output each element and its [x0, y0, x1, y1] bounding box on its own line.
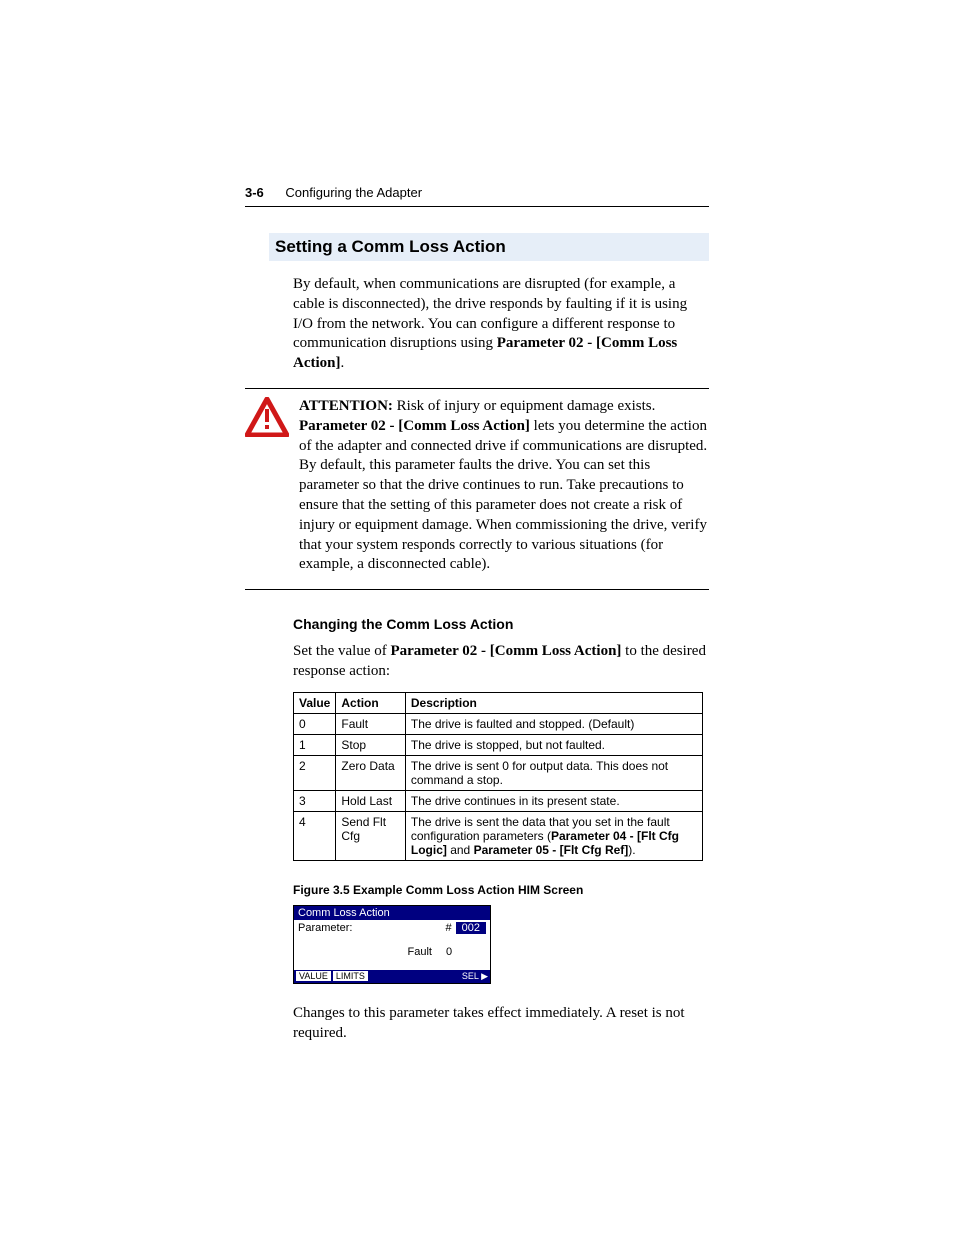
cell-action: Fault	[336, 713, 406, 734]
col-value: Value	[294, 692, 336, 713]
running-header: 3-6 Configuring the Adapter	[245, 185, 709, 207]
set-param-ref: Parameter 02 - [Comm Loss Action]	[390, 643, 621, 659]
attention-rule-top	[245, 388, 709, 389]
attention-param-ref: Parameter 02 - [Comm Loss Action]	[299, 418, 530, 434]
cell-value: 0	[294, 713, 336, 734]
table-header-row: Value Action Description	[294, 692, 703, 713]
comm-loss-table: Value Action Description 0 Fault The dri…	[293, 692, 703, 861]
table-row: 2 Zero Data The drive is sent 0 for outp…	[294, 755, 703, 790]
him-param-number: 002	[456, 922, 486, 934]
closing-paragraph: Changes to this parameter takes effect i…	[293, 1004, 709, 1044]
him-tabs: VALUELIMITS	[296, 971, 370, 982]
section-heading: Setting a Comm Loss Action	[269, 233, 709, 261]
him-tab-limits: LIMITS	[333, 971, 368, 981]
cell-value: 1	[294, 734, 336, 755]
subsection-heading: Changing the Comm Loss Action	[293, 616, 709, 632]
cell-desc: The drive is stopped, but not faulted.	[405, 734, 702, 755]
col-desc: Description	[405, 692, 702, 713]
cell-value: 2	[294, 755, 336, 790]
figure-caption: Figure 3.5 Example Comm Loss Action HIM …	[293, 883, 709, 897]
him-param-label: Parameter:	[298, 922, 446, 934]
cell-action: Stop	[336, 734, 406, 755]
set-paragraph: Set the value of Parameter 02 - [Comm Lo…	[293, 642, 709, 682]
attention-rule-bottom	[245, 589, 709, 590]
table-row: 3 Hold Last The drive continues in its p…	[294, 790, 703, 811]
attention-text: ATTENTION: Risk of injury or equipment d…	[299, 397, 709, 575]
table-row: 1 Stop The drive is stopped, but not fau…	[294, 734, 703, 755]
attention-lead: ATTENTION:	[299, 398, 393, 414]
attention-block: ATTENTION: Risk of injury or equipment d…	[245, 397, 709, 575]
page-number: 3-6	[245, 185, 264, 200]
him-row-parameter: Parameter: # 002	[294, 920, 490, 936]
desc-b2: Parameter 05 - [Flt Cfg Ref]	[474, 843, 629, 857]
him-bottom-bar: VALUELIMITS SEL ▶	[294, 970, 490, 983]
col-action: Action	[336, 692, 406, 713]
page: 3-6 Configuring the Adapter Setting a Co…	[0, 0, 954, 1235]
him-value-num: 0	[446, 946, 486, 958]
triangle-right-icon: ▶	[481, 971, 488, 981]
him-title: Comm Loss Action	[294, 906, 490, 920]
him-sel: SEL ▶	[462, 971, 488, 982]
cell-desc: The drive is sent 0 for output data. Thi…	[405, 755, 702, 790]
table-row: 4 Send Flt Cfg The drive is sent the dat…	[294, 811, 703, 860]
cell-value: 4	[294, 811, 336, 860]
intro-text-end: .	[341, 355, 345, 371]
cell-desc: The drive continues in its present state…	[405, 790, 702, 811]
attention-body-1: Risk of injury or equipment damage exist…	[393, 398, 655, 414]
him-value-label: Fault	[298, 946, 446, 958]
intro-paragraph: By default, when communications are disr…	[293, 275, 709, 374]
cell-action: Zero Data	[336, 755, 406, 790]
cell-value: 3	[294, 790, 336, 811]
desc-post: ).	[628, 843, 635, 857]
attention-icon	[245, 397, 289, 437]
cell-action: Hold Last	[336, 790, 406, 811]
cell-desc: The drive is sent the data that you set …	[405, 811, 702, 860]
desc-mid: and	[447, 843, 474, 857]
him-hash: #	[446, 922, 452, 934]
chapter-title: Configuring the Adapter	[285, 185, 422, 200]
him-tab-value: VALUE	[296, 971, 331, 981]
set-text-a: Set the value of	[293, 643, 390, 659]
cell-desc: The drive is faulted and stopped. (Defau…	[405, 713, 702, 734]
attention-body-2: lets you determine the action of the ada…	[299, 418, 707, 573]
cell-action: Send Flt Cfg	[336, 811, 406, 860]
table-row: 0 Fault The drive is faulted and stopped…	[294, 713, 703, 734]
closing-text: Changes to this parameter takes effect i…	[293, 1004, 709, 1044]
page-content: Setting a Comm Loss Action By default, w…	[245, 233, 709, 1043]
him-row-value: Fault 0	[294, 936, 490, 970]
him-sel-label: SEL	[462, 971, 479, 981]
him-screen: Comm Loss Action Parameter: # 002 Fault …	[293, 905, 491, 984]
